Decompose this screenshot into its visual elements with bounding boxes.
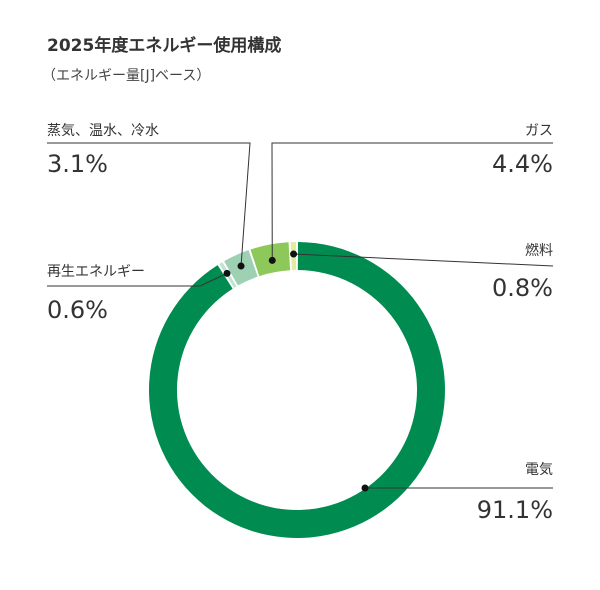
leader-dot-1 (223, 269, 231, 277)
slice-category-label: 燃料 (525, 242, 553, 259)
leader-dot-4 (290, 250, 298, 258)
slice-category-label: 電気 (525, 462, 553, 478)
slice-percent-label: 4.4% (492, 150, 553, 178)
leader-line-3 (271, 142, 553, 261)
slice-percent-label: 0.8% (492, 274, 553, 302)
slice-labels: 電気 91.1% 再生エネルギー 0.6% 蒸気、温水、冷水 3.1% ガス 4.4% 燃料 0.… (47, 123, 553, 524)
leader-dot-2 (237, 262, 245, 270)
leader-line-1 (47, 272, 228, 287)
leader-line-4 (293, 253, 554, 267)
slice-percent-label: 3.1% (47, 150, 108, 178)
chart-title: 2025年度エネルギー使用構成 (47, 35, 281, 56)
slice-category-label: 蒸気、温水、冷水 (47, 123, 159, 139)
chart-subtitle: （エネルギー量[J]ベース） (42, 68, 210, 84)
leader-lines (47, 142, 554, 492)
slice-percent-label: 0.6% (47, 296, 108, 324)
leader-line-2 (47, 142, 251, 267)
leader-dot-0 (361, 484, 369, 492)
leader-dot-3 (268, 256, 276, 264)
slice-percent-label: 91.1% (477, 496, 553, 524)
slice-category-label: 再生エネルギー (47, 264, 145, 280)
slice-category-label: ガス (525, 123, 553, 139)
